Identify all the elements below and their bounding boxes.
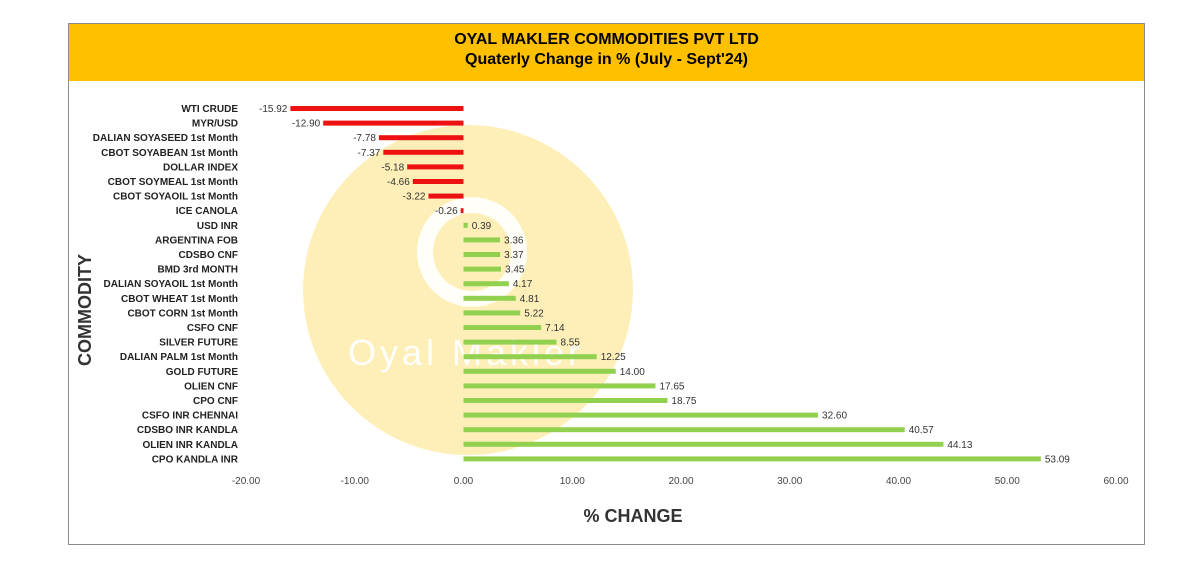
data-label: 12.25 xyxy=(601,352,626,363)
data-label: -7.37 xyxy=(358,148,381,159)
category-label: CDSBO CNF xyxy=(179,250,238,261)
data-label: 4.81 xyxy=(520,294,540,305)
x-tick-label: 30.00 xyxy=(777,476,802,487)
data-label: 3.45 xyxy=(505,265,525,276)
category-label: GOLD FUTURE xyxy=(166,367,239,378)
category-label: CDSBO INR KANDLA xyxy=(137,425,238,436)
bar xyxy=(463,339,557,345)
bar xyxy=(463,383,656,389)
bar xyxy=(412,179,464,184)
category-label: ICE CANOLA xyxy=(176,206,238,217)
data-label: 40.57 xyxy=(909,425,934,436)
data-label: 7.14 xyxy=(545,323,565,334)
bar xyxy=(463,281,509,287)
data-label: 32.60 xyxy=(822,411,847,422)
category-label: DALIAN SOYASEED 1st Month xyxy=(93,133,238,144)
category-label: DALIAN SOYAOIL 1st Month xyxy=(104,279,238,290)
x-tick-label: 40.00 xyxy=(886,476,911,487)
category-label: OLIEN INR KANDLA xyxy=(142,440,238,451)
category-label: ARGENTINA FOB xyxy=(155,235,238,246)
category-labels: WTI CRUDE MYR/USD DALIAN SOYASEED 1st Mont… xyxy=(93,104,239,465)
data-label: 8.55 xyxy=(560,338,580,349)
bar xyxy=(463,295,516,301)
category-label: CBOT SOYAOIL 1st Month xyxy=(113,192,238,203)
bar xyxy=(463,456,1041,462)
category-label: BMD 3rd MONTH xyxy=(157,265,238,276)
x-tick-label: 60.00 xyxy=(1103,476,1128,487)
data-label: -5.18 xyxy=(381,162,404,173)
data-label: 53.09 xyxy=(1045,454,1070,465)
category-label: CSFO INR CHENNAI xyxy=(142,411,238,422)
category-label: CBOT CORN 1st Month xyxy=(127,308,238,319)
bar xyxy=(463,441,944,447)
bar xyxy=(290,106,464,111)
data-label: 4.17 xyxy=(513,279,533,290)
category-label: CPO KANDLA INR xyxy=(152,454,239,465)
data-label: 3.37 xyxy=(504,250,524,261)
x-tick-label: -20.00 xyxy=(232,476,261,487)
bar xyxy=(463,354,597,360)
bar xyxy=(463,266,502,272)
bars-group: -15.92 -12.90 -7.78 -7.37-5.18 -4.66 -3.22 -0.… xyxy=(259,104,1070,465)
data-label: -4.66 xyxy=(387,177,410,188)
data-label: 18.75 xyxy=(671,396,696,407)
bar xyxy=(460,208,464,214)
x-axis-ticks: -20.00 -10.00 0.00 10.00 20.00 30.00 40.00 50.0… xyxy=(232,476,1129,487)
bar xyxy=(407,164,464,170)
data-label: -7.78 xyxy=(353,133,376,144)
data-label: 44.13 xyxy=(947,440,972,451)
category-label: WTI CRUDE xyxy=(181,104,238,115)
company-title: OYAL MAKLER COMMODITIES PVT LTD xyxy=(454,31,759,48)
bar xyxy=(383,149,464,155)
bar xyxy=(463,222,468,228)
data-label: 5.22 xyxy=(524,308,544,319)
category-label: CBOT SOYABEAN 1st Month xyxy=(101,148,238,159)
bar xyxy=(463,237,501,243)
watermark-text: Oyal Makler xyxy=(348,332,584,373)
x-tick-label: 50.00 xyxy=(995,476,1020,487)
data-label: 3.36 xyxy=(504,235,524,246)
category-label: CPO CNF xyxy=(193,396,238,407)
data-label: -3.22 xyxy=(403,192,426,203)
x-tick-label: -10.00 xyxy=(341,476,370,487)
data-label: 14.00 xyxy=(620,367,645,378)
category-label: MYR/USD xyxy=(192,119,238,130)
data-label: -0.26 xyxy=(435,206,458,217)
data-label: -12.90 xyxy=(292,119,321,130)
category-label: DOLLAR INDEX xyxy=(163,162,238,173)
category-label: CBOT SOYMEAL 1st Month xyxy=(108,177,238,188)
data-label: -15.92 xyxy=(259,104,288,115)
category-label: SILVER FUTURE xyxy=(159,338,238,349)
bar xyxy=(323,120,464,126)
bar xyxy=(378,135,464,141)
category-label: CSFO CNF xyxy=(187,323,238,334)
bar xyxy=(463,398,668,403)
bar xyxy=(463,252,501,257)
chart-header: OYAL MAKLER COMMODITIES PVT LTD Quaterly… xyxy=(69,24,1144,81)
y-axis-title: COMMODITY xyxy=(75,254,95,366)
category-label: OLIEN CNF xyxy=(184,381,238,392)
category-label: DALIAN PALM 1st Month xyxy=(120,352,238,363)
x-tick-label: 20.00 xyxy=(668,476,693,487)
watermark: Oyal Makler xyxy=(303,125,633,455)
x-axis-title: % CHANGE xyxy=(583,506,682,526)
bar xyxy=(463,412,819,418)
bar xyxy=(463,310,521,316)
bar xyxy=(463,427,905,433)
data-label: 0.39 xyxy=(472,221,492,232)
data-label: 17.65 xyxy=(659,381,684,392)
bar xyxy=(463,325,542,330)
bar xyxy=(463,368,616,374)
chart-subtitle: Quaterly Change in % (July - Sept'24) xyxy=(465,51,748,68)
category-label: CBOT WHEAT 1st Month xyxy=(121,294,238,305)
bar xyxy=(428,193,464,199)
x-tick-label: 10.00 xyxy=(560,476,585,487)
category-label: USD INR xyxy=(197,221,239,232)
x-tick-label: 0.00 xyxy=(454,476,474,487)
watermark-circle xyxy=(303,125,633,455)
